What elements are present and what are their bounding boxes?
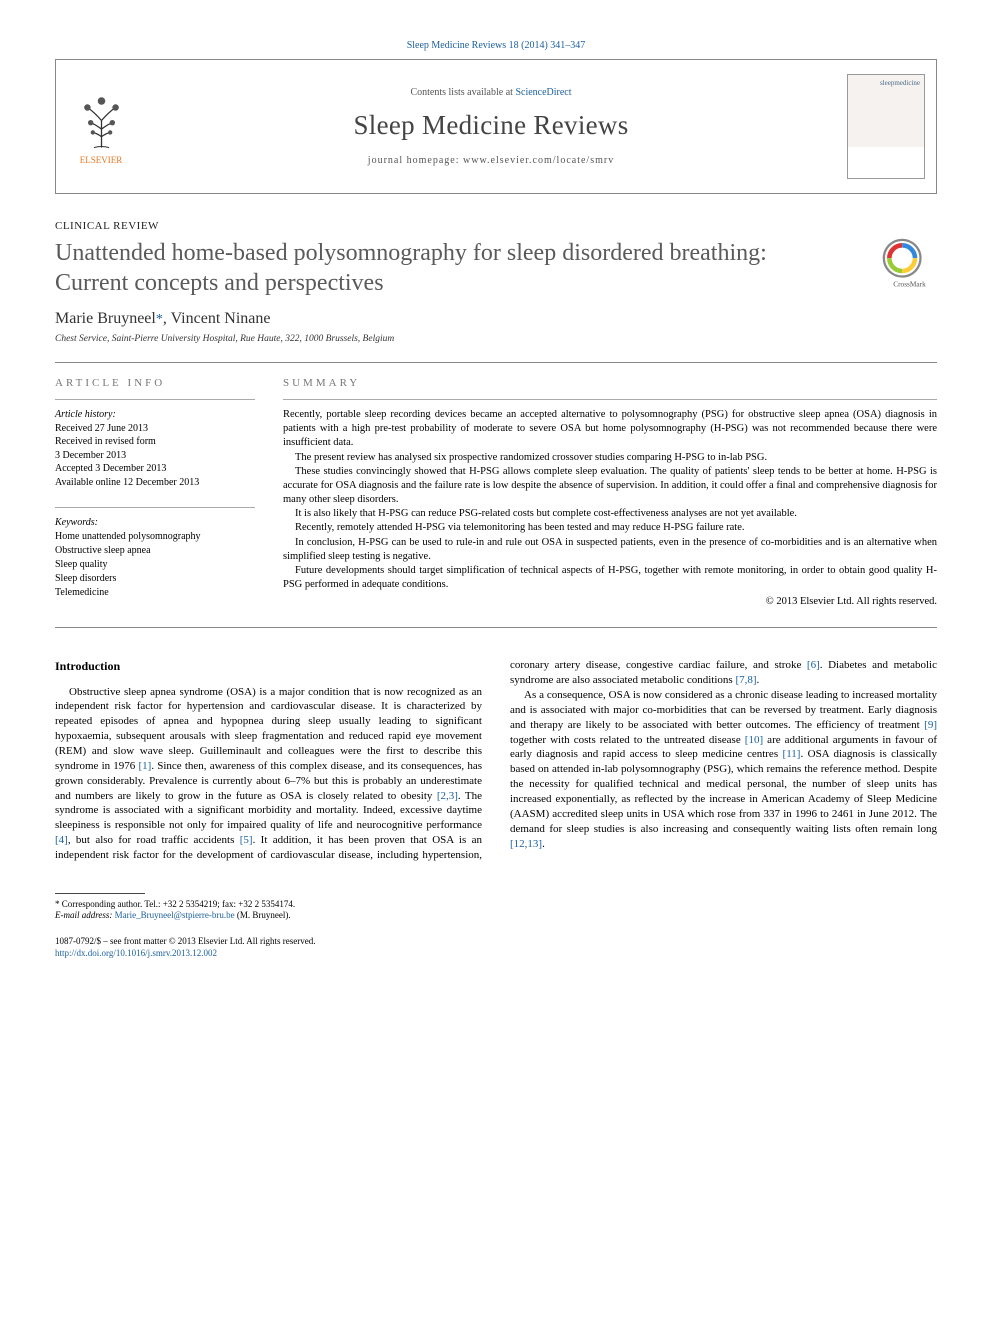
journal-header: ELSEVIER Contents lists available at Sci… — [55, 59, 937, 194]
cover-cell: sleepmedicine — [836, 60, 936, 193]
contents-lists-line: Contents lists available at ScienceDirec… — [410, 87, 571, 98]
summary-p2: The present review has analysed six pros… — [283, 451, 937, 465]
summary-p5: Recently, remotely attended H-PSG via te… — [283, 521, 937, 535]
cover-title: sleepmedicine — [880, 79, 920, 87]
doi-link[interactable]: http://dx.doi.org/10.1016/j.smrv.2013.12… — [55, 948, 217, 958]
keyword-1: Obstructive sleep apnea — [55, 544, 255, 558]
crossmark-badge[interactable]: CrossMark — [882, 238, 937, 293]
email-suffix: (M. Bruyneel). — [235, 910, 291, 920]
keyword-0: Home unattended polysomnography — [55, 530, 255, 544]
divider-bottom — [55, 627, 937, 628]
history-online: Available online 12 December 2013 — [55, 476, 255, 490]
ref-12-13[interactable]: [12,13] — [510, 838, 542, 850]
corr-author-line: * Corresponding author. Tel.: +32 2 5354… — [55, 899, 937, 911]
summary-column: SUMMARY Recently, portable sleep recordi… — [283, 377, 937, 609]
body-text: Introduction Obstructive sleep apnea syn… — [55, 658, 937, 862]
elsevier-tree-logo — [74, 88, 129, 153]
divider-top — [55, 362, 937, 363]
history-revised-date: 3 December 2013 — [55, 449, 255, 463]
citation-line: Sleep Medicine Reviews 18 (2014) 341–347 — [55, 40, 937, 51]
issn-line: 1087-0792/$ – see front matter © 2013 El… — [55, 936, 937, 948]
ref-10[interactable]: [10] — [745, 734, 763, 746]
footnote-separator — [55, 893, 145, 894]
article-title: Unattended home-based polysomnography fo… — [55, 238, 815, 298]
email-link[interactable]: Marie_Bruyneel@stpierre-bru.be — [115, 910, 235, 920]
journal-name: Sleep Medicine Reviews — [353, 110, 628, 141]
email-label: E-mail address: — [55, 910, 115, 920]
homepage-prefix: journal homepage: — [368, 155, 463, 166]
intro-heading: Introduction — [55, 658, 482, 674]
summary-p4: It is also likely that H-PSG can reduce … — [283, 507, 937, 521]
publisher-cell: ELSEVIER — [56, 60, 146, 193]
article-info-label: ARTICLE INFO — [55, 377, 255, 389]
corresponding-footnote: * Corresponding author. Tel.: +32 2 5354… — [55, 899, 937, 922]
contents-prefix: Contents lists available at — [410, 87, 515, 98]
ref-6[interactable]: [6] — [807, 659, 820, 671]
ref-7-8[interactable]: [7,8] — [735, 674, 756, 686]
footer-block: 1087-0792/$ – see front matter © 2013 El… — [55, 936, 937, 959]
body-p3: As a consequence, OSA is now considered … — [510, 688, 937, 851]
summary-p7: Future developments should target simpli… — [283, 564, 937, 592]
svg-text:CrossMark: CrossMark — [893, 280, 926, 289]
history-revised: Received in revised form — [55, 435, 255, 449]
body-p3a: As a consequence, OSA is now considered … — [510, 689, 937, 731]
summary-p1: Recently, portable sleep recording devic… — [283, 408, 937, 451]
info-divider-1 — [55, 399, 255, 400]
article-type: CLINICAL REVIEW — [55, 220, 937, 232]
info-divider-2 — [55, 507, 255, 508]
keywords-block: Keywords: Home unattended polysomnograph… — [55, 516, 255, 600]
history-received: Received 27 June 2013 — [55, 422, 255, 436]
affiliation: Chest Service, Saint-Pierre University H… — [55, 334, 937, 344]
ref-4[interactable]: [4] — [55, 834, 68, 846]
body-p1e: . It addition, it — [253, 834, 323, 846]
article-info-column: ARTICLE INFO Article history: Received 2… — [55, 377, 255, 609]
ref-2-3[interactable]: [2,3] — [437, 790, 458, 802]
ref-1[interactable]: [1] — [138, 760, 151, 772]
summary-text: Recently, portable sleep recording devic… — [283, 408, 937, 609]
body-p3b: together with costs related to the untre… — [510, 734, 745, 746]
journal-homepage-line: journal homepage: www.elsevier.com/locat… — [368, 155, 614, 166]
ref-5[interactable]: [5] — [240, 834, 253, 846]
publisher-name: ELSEVIER — [80, 155, 123, 165]
summary-p3: These studies convincingly showed that H… — [283, 465, 937, 508]
author-2: , Vincent Ninane — [163, 310, 271, 327]
corresponding-star: * — [156, 312, 163, 327]
keyword-3: Sleep disorders — [55, 572, 255, 586]
ref-11[interactable]: [11] — [783, 748, 801, 760]
summary-p6: In conclusion, H-PSG can be used to rule… — [283, 536, 937, 564]
ref-9[interactable]: [9] — [924, 719, 937, 731]
author-1: Marie Bruyneel — [55, 310, 156, 327]
journal-cover-thumbnail: sleepmedicine — [847, 74, 925, 179]
history-accepted: Accepted 3 December 2013 — [55, 462, 255, 476]
summary-divider — [283, 399, 937, 400]
summary-label: SUMMARY — [283, 377, 937, 389]
body-p3e: . — [542, 838, 545, 850]
keywords-label: Keywords: — [55, 516, 255, 530]
summary-copyright: © 2013 Elsevier Ltd. All rights reserved… — [283, 595, 937, 609]
body-p3d: . OSA diagnosis is classically based on … — [510, 748, 937, 834]
history-label: Article history: — [55, 408, 255, 422]
authors-line: Marie Bruyneel*, Vincent Ninane — [55, 310, 937, 328]
article-history: Article history: Received 27 June 2013 R… — [55, 408, 255, 489]
homepage-url[interactable]: www.elsevier.com/locate/smrv — [463, 155, 614, 166]
header-center: Contents lists available at ScienceDirec… — [146, 60, 836, 193]
body-p1d: , but also for road traffic accidents — [68, 834, 240, 846]
keyword-4: Telemedicine — [55, 586, 255, 600]
email-line: E-mail address: Marie_Bruyneel@stpierre-… — [55, 910, 937, 922]
keyword-2: Sleep quality — [55, 558, 255, 572]
body-p2c: . — [757, 674, 760, 686]
sciencedirect-link[interactable]: ScienceDirect — [515, 87, 571, 98]
